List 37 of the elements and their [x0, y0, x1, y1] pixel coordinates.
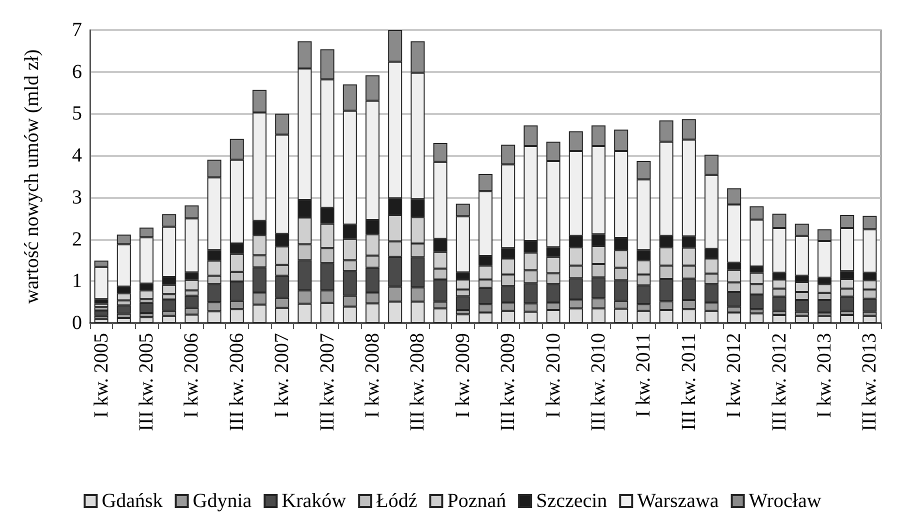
y-tick-label: 5 [72, 102, 82, 125]
legend-label: Szczecin [536, 490, 608, 512]
legend-label: Warszawa [637, 490, 719, 512]
x-tick-label: I kw. 2010 [542, 333, 564, 418]
bar [94, 310, 108, 316]
x-tick-label: I kw. 2011 [632, 333, 655, 418]
legend-label: Poznań [447, 490, 506, 512]
x-tick-label: III kw. 2008 [406, 333, 429, 432]
x-tick-label: III kw. 2005 [136, 333, 158, 432]
x-tick-label: III kw. 2007 [316, 333, 338, 432]
legend-label: Gdynia [192, 490, 252, 512]
x-tick-label: III kw. 2012 [768, 333, 790, 432]
legend-label: Kraków [282, 490, 347, 512]
legend-label: Wrocław [748, 490, 822, 512]
legend-label: Łódź [376, 490, 418, 512]
y-tick-label: 7 [72, 19, 82, 41]
y-tick-label: 1 [72, 270, 82, 292]
y-tick-label: 4 [72, 144, 82, 167]
y-tick-label: 0 [72, 312, 82, 334]
x-tick-label: I kw. 2012 [723, 333, 746, 418]
y-axis-title: wartość nowych umów (mld zł) [21, 49, 43, 304]
x-tick-label: I kw. 2009 [452, 333, 474, 418]
x-tick-label: III kw. 2011 [678, 333, 700, 430]
legend-label: Gdańsk [102, 490, 163, 512]
x-tick-label: I kw. 2005 [90, 333, 112, 418]
y-tick-label: 3 [72, 186, 82, 208]
bar [139, 302, 154, 313]
x-tick-label: I kw. 2007 [271, 333, 294, 418]
x-tick-label: III kw. 2013 [858, 333, 881, 432]
x-tick-label: I kw. 2008 [362, 333, 384, 418]
x-tick-label: III kw. 2010 [588, 333, 610, 432]
x-tick-label: I kw. 2006 [180, 333, 203, 418]
x-tick-label: III kw. 2006 [226, 333, 248, 432]
y-tick-label: 6 [72, 60, 82, 83]
y-tick-label: 2 [72, 228, 82, 250]
x-tick-label: III kw. 2009 [497, 333, 520, 432]
x-tick-label: I kw. 2013 [814, 333, 836, 418]
